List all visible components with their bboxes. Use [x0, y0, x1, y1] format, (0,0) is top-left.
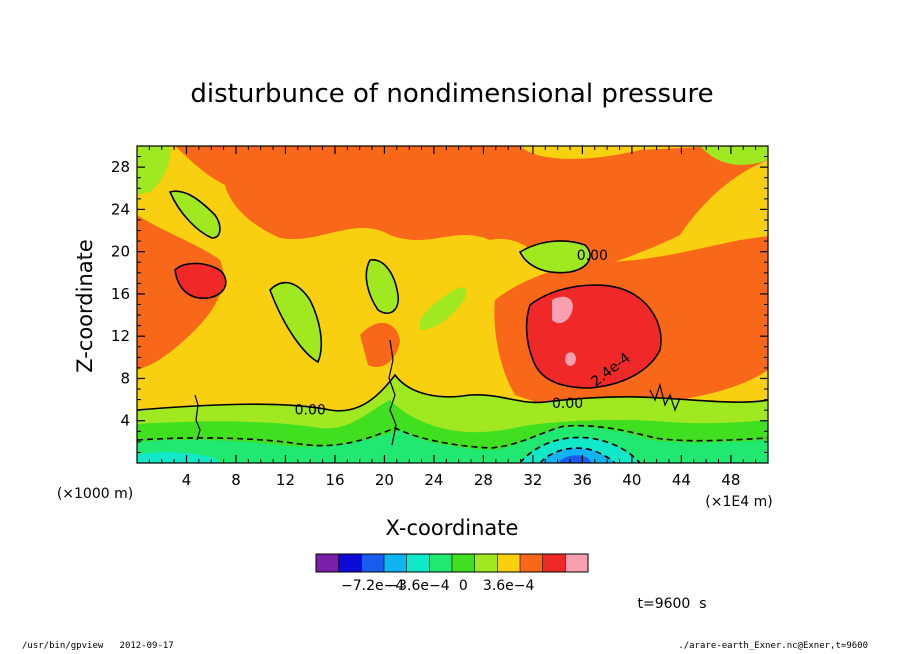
field-orange-center: [360, 322, 400, 368]
x-tick-label: 32: [523, 471, 542, 489]
y-tick-label: 16: [111, 285, 130, 303]
contour-dashed-1: [137, 424, 768, 449]
x-tick-label: 40: [622, 471, 641, 489]
contour-high-left: [174, 262, 227, 299]
x-tick-label: 24: [424, 471, 443, 489]
colorbar-swatch: [474, 554, 498, 572]
field-yg-top-right: [700, 146, 768, 165]
colorbar-swatch: [520, 554, 543, 572]
field-pink-core-2: [565, 352, 576, 366]
contour-zero-patch-2: [269, 281, 323, 364]
contour-noise-2: [649, 382, 681, 412]
contour-label: 0.00: [577, 248, 608, 264]
y-tick-label: 4: [120, 412, 130, 430]
colorbar-tick-label: −7.2e−4: [341, 578, 404, 594]
field-yg-ridge: [170, 191, 220, 238]
contour-noise-3: [194, 394, 201, 441]
x-tick-label: 4: [182, 471, 192, 489]
contour-high-right: [525, 284, 662, 389]
y-tick-label: 20: [111, 243, 130, 261]
colorbar-swatch: [338, 554, 362, 572]
y-tick-label: 24: [111, 200, 130, 218]
y-unit-label: (×1000 m): [57, 486, 133, 502]
x-tick-label: 8: [231, 471, 241, 489]
colorbar-tick-label: 3.6e−4: [483, 578, 535, 594]
colorbar-tick-label: −3.6e−4: [386, 578, 449, 594]
contour-zero-patch: [365, 259, 400, 314]
colorbar-swatch: [565, 554, 588, 572]
contour-zero-upper-left: [168, 190, 221, 239]
contour-field: [137, 146, 768, 463]
y-axis-title: Z-coordinate: [73, 239, 97, 373]
colorbar-tick-label: 0: [459, 578, 468, 594]
contour-label: 0.00: [552, 396, 583, 412]
x-axis-title: X-coordinate: [386, 516, 519, 540]
colorbar-swatch: [542, 554, 566, 572]
footer-right: ./arare-earth_Exner.nc@Exner,t=9600: [678, 641, 868, 651]
colorbar: −7.2e−4−3.6e−4 0 3.6e−4: [315, 553, 589, 594]
x-tick-label: 36: [573, 471, 592, 489]
field-pink-core: [552, 296, 573, 324]
colorbar-swatch: [452, 554, 475, 572]
y-tick-label: 28: [111, 158, 130, 176]
x-tick-label: 28: [474, 471, 493, 489]
x-unit-label: (×1E4 m): [705, 494, 772, 510]
x-tick-label: 16: [325, 471, 344, 489]
x-tick-label: 12: [276, 471, 295, 489]
y-tick-label: 8: [120, 369, 130, 387]
colorbar-swatch: [384, 554, 407, 572]
footer-left: /usr/bin/gpview 2012-09-17: [22, 641, 174, 651]
field-yg-patch-1: [270, 282, 322, 362]
field-yg-patch-3: [420, 287, 467, 330]
field-yg-top-left: [137, 146, 171, 195]
contour-noise-1: [388, 339, 397, 446]
x-tick-label: 48: [721, 471, 740, 489]
x-tick-label: 44: [672, 471, 691, 489]
contour-zero-lower: [137, 373, 768, 412]
x-axis: 4 8 12 16 20 24 28 32 36 40 44 48: [148, 146, 757, 489]
time-label: t=9600 s: [637, 596, 706, 612]
contour-zero-upper-right: [518, 240, 591, 274]
field-orange-left: [137, 215, 224, 370]
field-orange-upper: [175, 146, 768, 280]
y-tick-label: 12: [111, 327, 130, 345]
colorbar-swatch: [406, 554, 430, 572]
chart-title: disturbunce of nondimensional pressure: [190, 79, 713, 109]
field-blue-lower: [558, 455, 592, 463]
contour-dashed-3: [539, 447, 616, 463]
contour-lines: [137, 190, 768, 463]
colorbar-swatch: [316, 554, 339, 572]
field-red-left: [175, 263, 226, 299]
y-axis: 4 8 12 16 20 24 28: [111, 156, 768, 453]
x-tick-label: 20: [375, 471, 394, 489]
colorbar-swatch: [429, 554, 452, 572]
field-yg-patch-4: [520, 240, 590, 273]
colorbar-swatch: [497, 554, 520, 572]
contour-label: 0.00: [295, 402, 326, 418]
colorbar-swatch: [361, 554, 384, 572]
